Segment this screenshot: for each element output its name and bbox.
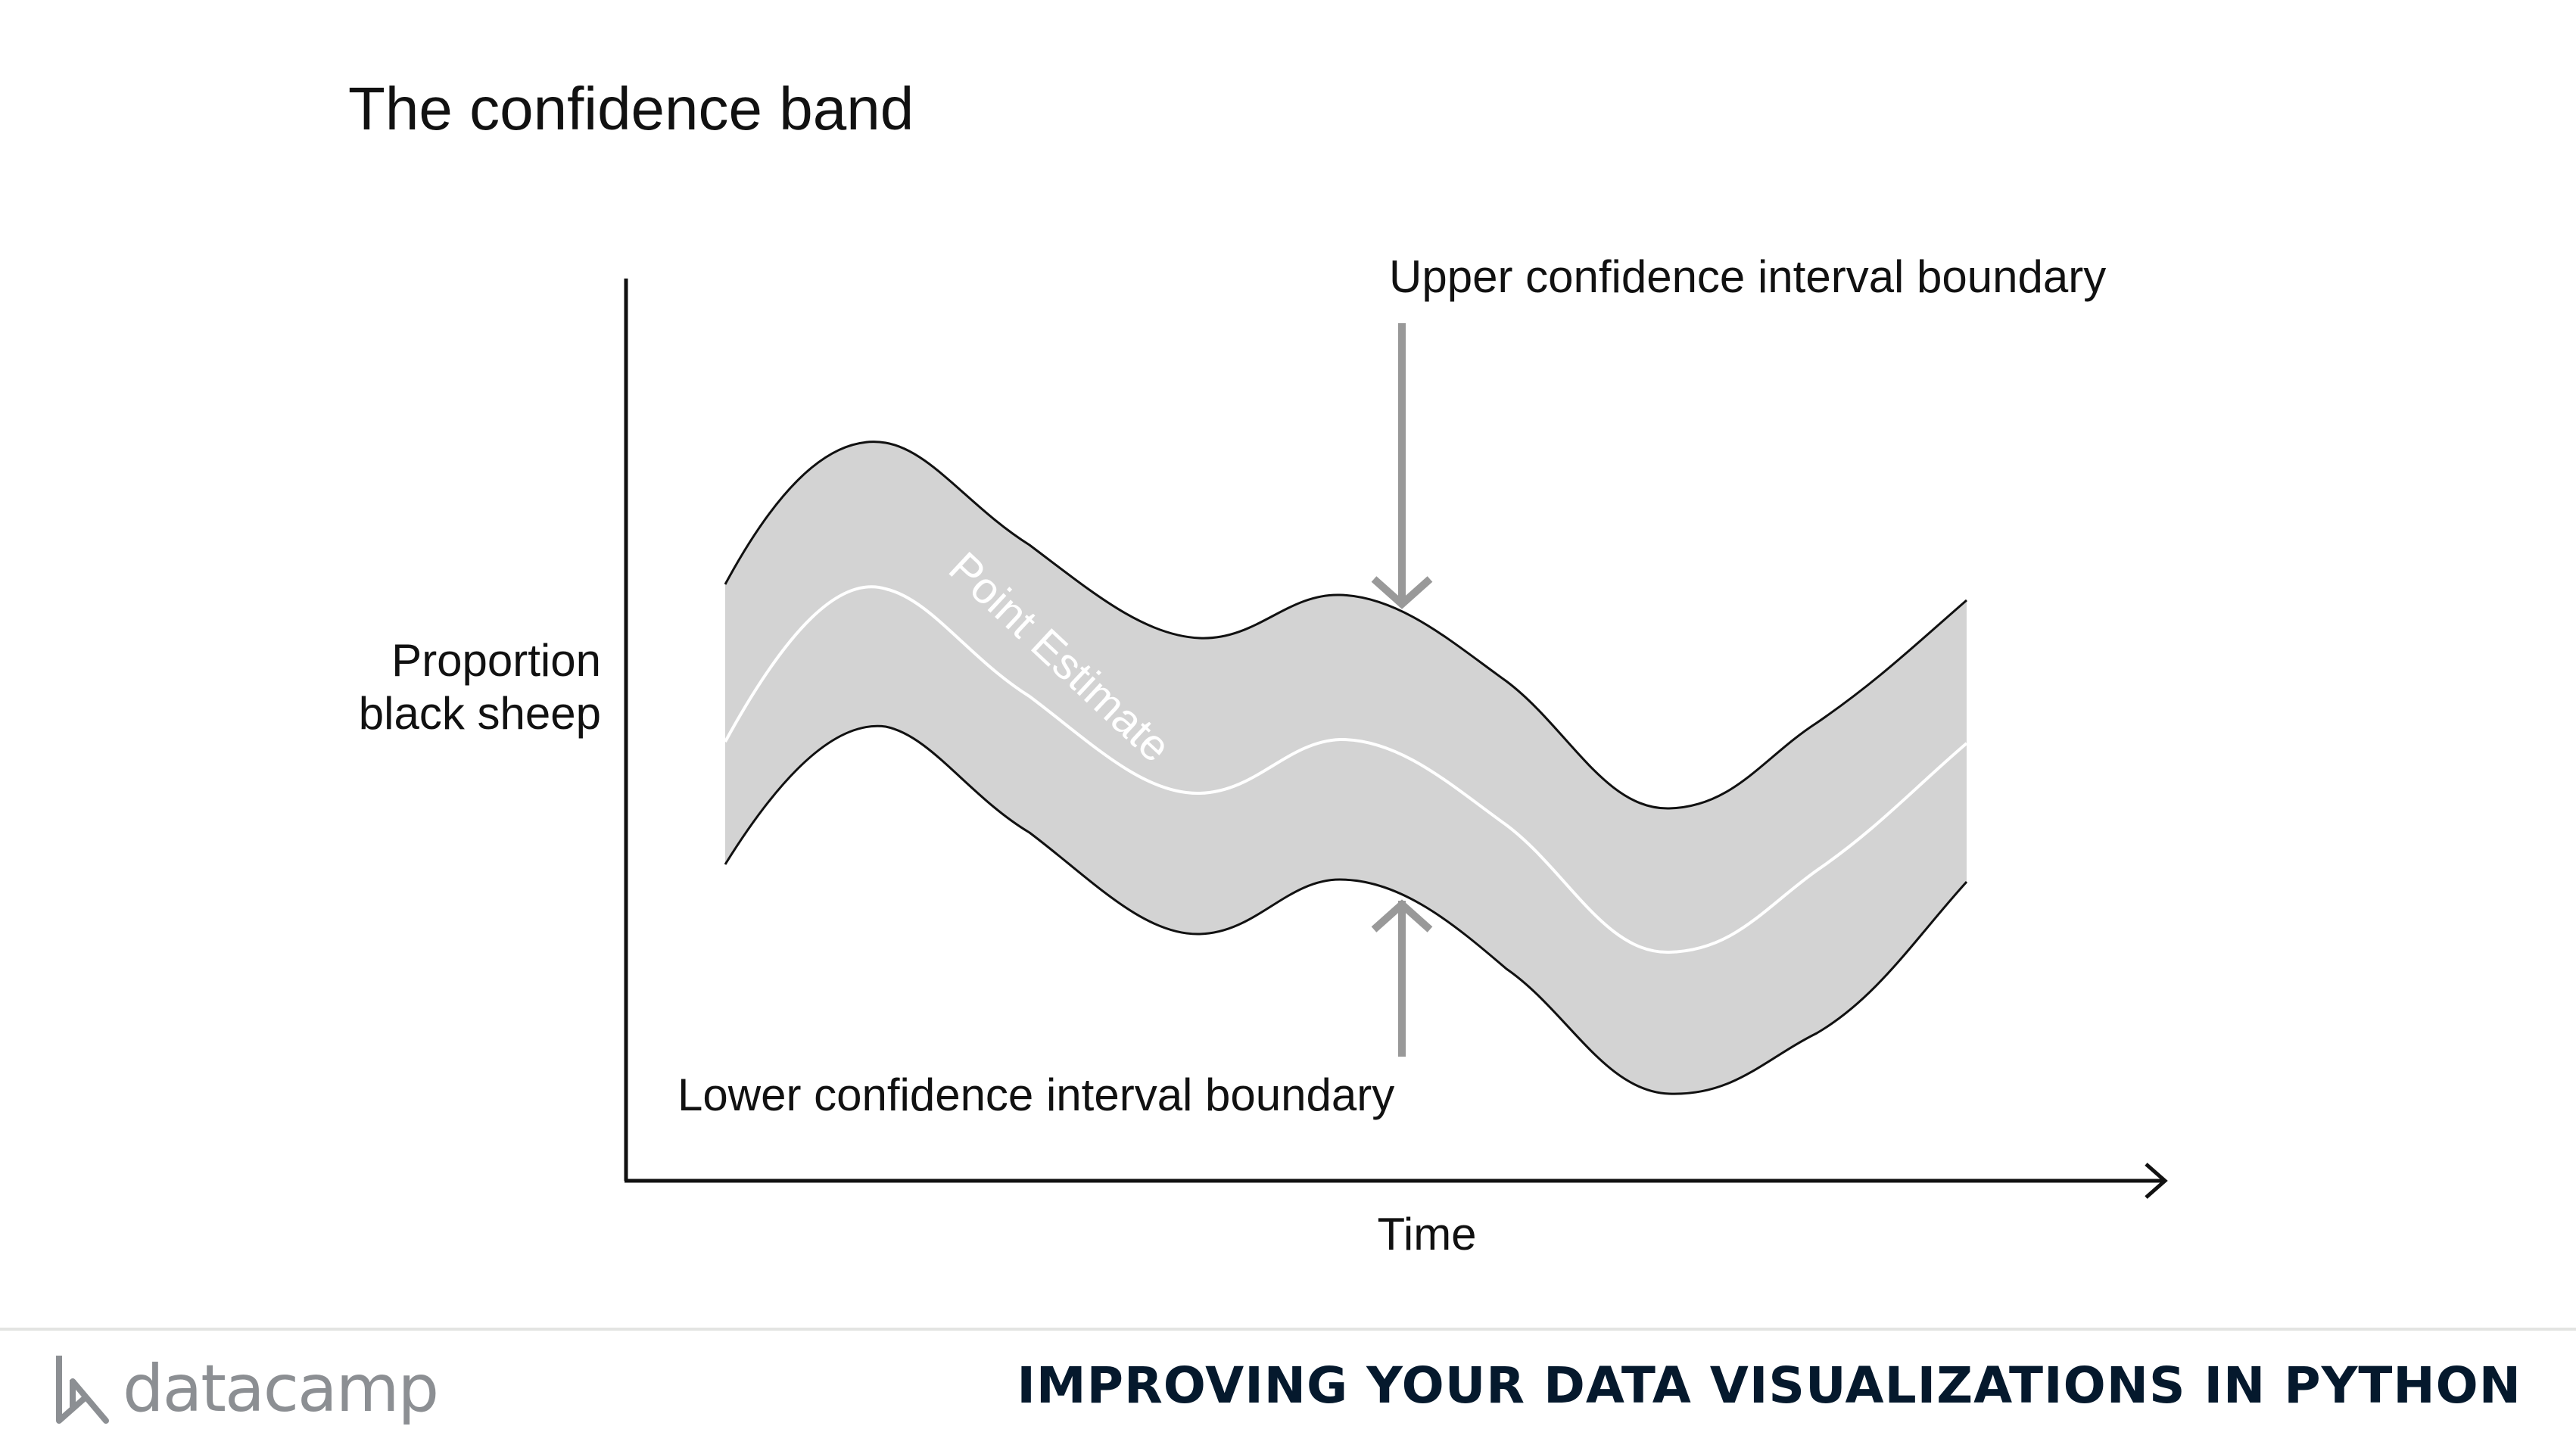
y-axis-label-line1: Proportion bbox=[391, 635, 601, 686]
lower-arrowhead bbox=[1371, 899, 1433, 933]
slide-title: The confidence band bbox=[348, 75, 914, 142]
y-axis-label-line2: black sheep bbox=[359, 688, 601, 739]
datacamp-logo-icon bbox=[56, 1356, 109, 1424]
lower-boundary-line bbox=[724, 724, 1968, 1095]
lower-boundary-annotation: Lower confidence interval boundary bbox=[677, 1070, 1394, 1120]
x-axis-arrowhead bbox=[2145, 1163, 2168, 1199]
datacamp-logo: datacamp bbox=[53, 1347, 439, 1431]
footer-divider bbox=[0, 1328, 2576, 1331]
brand-name: datacamp bbox=[123, 1351, 439, 1427]
x-axis-label: Time bbox=[1377, 1209, 1476, 1260]
upper-boundary-annotation: Upper confidence interval boundary bbox=[1389, 251, 2106, 302]
upper-arrowhead bbox=[1371, 576, 1433, 609]
course-title: IMPROVING YOUR DATA VISUALIZATIONS IN PY… bbox=[1017, 1356, 2521, 1415]
confidence-band-area bbox=[725, 441, 1967, 1094]
upper-boundary-line bbox=[724, 441, 1967, 810]
